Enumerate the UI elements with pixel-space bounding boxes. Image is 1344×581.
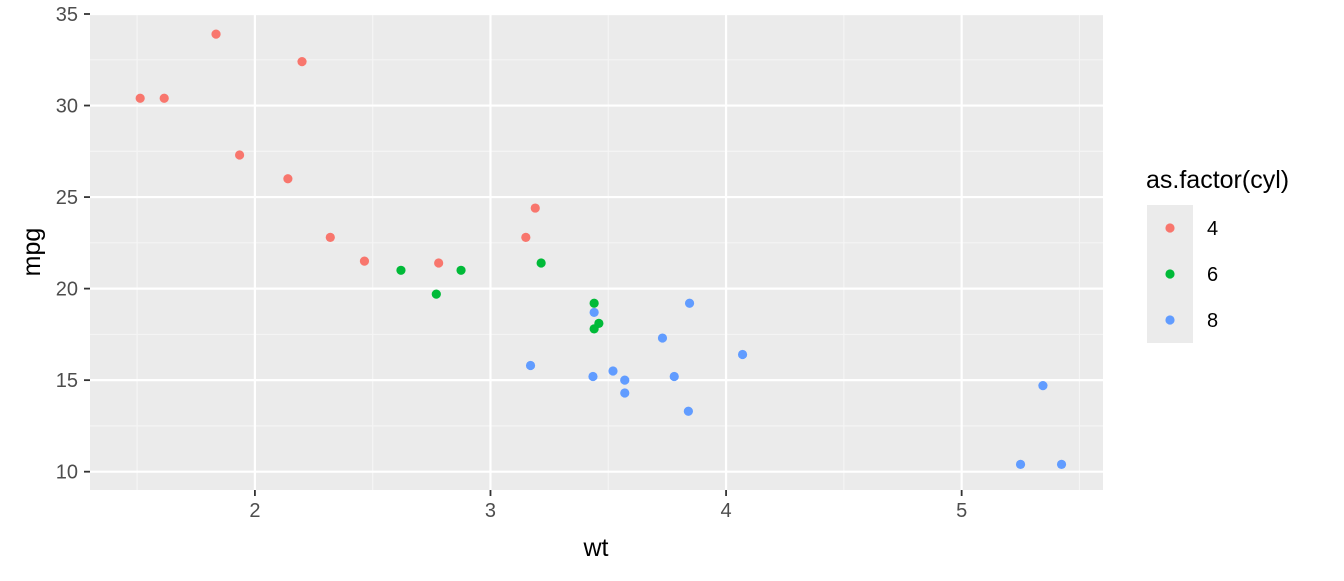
y-tick-label: 25 (56, 187, 78, 209)
grid-major (90, 12, 1103, 490)
y-axis-ticks: 10 15 20 25 30 35 (56, 4, 90, 484)
y-tick-label: 15 (56, 370, 78, 392)
data-point-cyl-4 (325, 232, 335, 242)
data-point-cyl-6 (536, 258, 546, 268)
data-point-cyl-4 (530, 203, 540, 213)
data-point-cyl-8 (620, 375, 630, 385)
legend-key-6 (1165, 269, 1175, 279)
data-point-cyl-6 (589, 298, 599, 308)
data-point-cyl-8 (1056, 459, 1067, 469)
y-tick-label: 20 (56, 279, 78, 301)
x-tick-label: 2 (249, 500, 260, 522)
y-tick-label: 35 (56, 4, 78, 26)
legend-label-4: 4 (1207, 218, 1218, 240)
x-tick-label: 4 (721, 500, 732, 522)
data-point-cyl-8 (657, 333, 668, 343)
data-point-cyl-8 (684, 298, 695, 308)
x-axis-ticks: 2 3 4 5 (249, 490, 967, 522)
data-point-cyl-4 (211, 29, 221, 39)
data-point-cyl-8 (588, 371, 598, 382)
legend-key-4 (1165, 223, 1175, 233)
data-point-cyl-4 (297, 57, 307, 67)
data-points (135, 29, 1067, 469)
legend-title: as.factor(cyl) (1146, 166, 1289, 194)
plot-panel (90, 14, 1103, 490)
data-point-cyl-8 (525, 360, 536, 371)
data-point-cyl-6 (456, 265, 466, 275)
data-point-cyl-8 (1038, 381, 1048, 391)
x-tick-label: 5 (956, 500, 967, 522)
y-tick-label: 30 (56, 96, 78, 118)
data-point-cyl-6 (396, 265, 406, 275)
data-point-cyl-4 (234, 150, 245, 160)
data-point-cyl-4 (359, 256, 370, 266)
data-point-cyl-8 (589, 307, 599, 318)
data-point-cyl-4 (283, 174, 293, 184)
data-point-cyl-8 (1015, 459, 1026, 469)
x-tick-label: 3 (485, 500, 496, 522)
x-axis-title: wt (583, 534, 609, 562)
data-point-cyl-8 (683, 406, 693, 416)
data-point-cyl-4 (521, 232, 531, 242)
y-tick-label: 10 (56, 462, 78, 484)
legend-key-8 (1165, 315, 1175, 325)
data-point-cyl-8 (669, 371, 679, 382)
data-point-cyl-8 (608, 366, 618, 376)
data-point-cyl-8 (737, 349, 748, 360)
data-point-cyl-4 (159, 93, 169, 103)
data-point-cyl-6 (431, 289, 441, 299)
legend: as.factor(cyl) 4 6 8 (1146, 166, 1289, 343)
y-axis-title: mpg (18, 228, 46, 277)
data-point-cyl-4 (135, 93, 145, 103)
data-point-cyl-8 (620, 388, 630, 398)
data-point-cyl-6 (589, 324, 599, 334)
legend-label-8: 8 (1207, 310, 1218, 332)
grid-minor (90, 14, 1103, 490)
legend-label-6: 6 (1207, 264, 1218, 286)
data-point-cyl-4 (434, 258, 444, 268)
